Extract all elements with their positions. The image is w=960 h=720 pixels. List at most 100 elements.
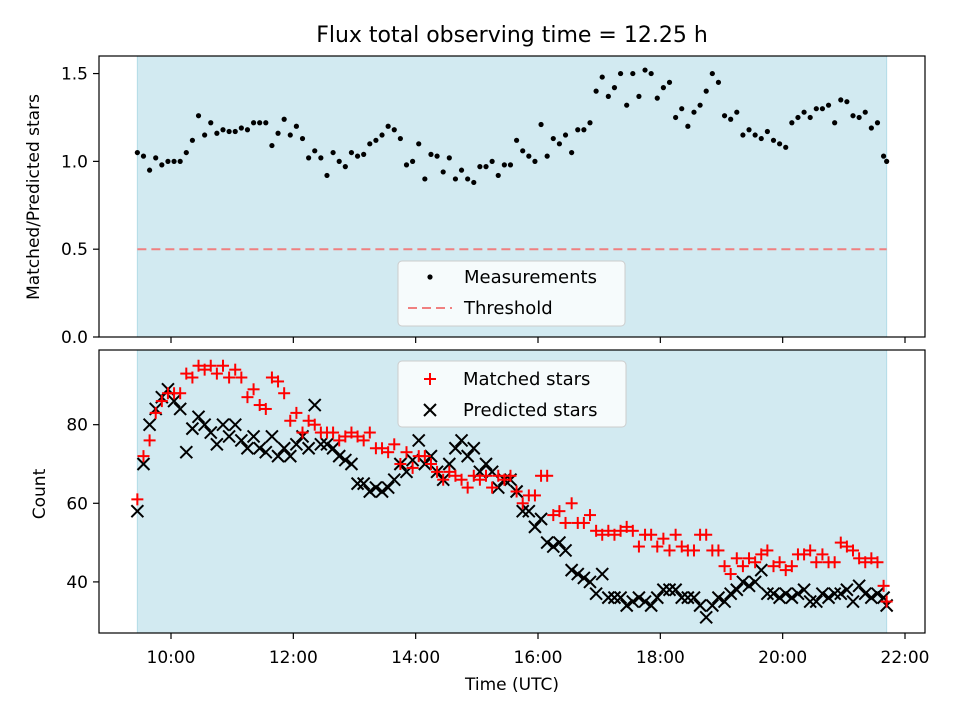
measurement-point xyxy=(691,109,697,115)
bottom-panel: 40 60 80 10:00 12:00 14:00 16:00 18:00 20:00 22:… xyxy=(30,349,930,695)
matched-star-point xyxy=(443,465,456,478)
matched-star-point xyxy=(327,426,340,439)
measurement-point xyxy=(526,153,532,159)
measurement-point xyxy=(324,172,330,179)
predicted-star-point xyxy=(240,441,255,455)
measurement-point xyxy=(581,127,587,133)
measurement-point xyxy=(244,127,251,133)
measurement-point xyxy=(171,158,177,164)
predicted-star-point xyxy=(766,586,781,601)
predicted-star-point xyxy=(662,583,677,597)
predicted-star-point xyxy=(577,571,591,585)
measurement-point xyxy=(862,109,868,115)
measurement-point xyxy=(770,137,777,143)
predicted-star-point xyxy=(412,433,426,448)
predicted-star-point xyxy=(858,586,872,601)
matched-star-point xyxy=(565,497,578,510)
predicted-star-point xyxy=(754,563,768,577)
measurement-point xyxy=(648,70,654,77)
x-tick-label: 12:00 xyxy=(269,648,318,668)
predicted-star-point xyxy=(130,504,145,518)
predicted-star-point xyxy=(369,480,383,495)
predicted-star-point xyxy=(815,586,830,601)
predicted-star-point xyxy=(705,598,720,613)
predicted-star-point xyxy=(589,586,603,601)
measurement-point xyxy=(703,88,709,94)
bottom-y-axis-label: Count xyxy=(30,468,50,519)
predicted-star-point xyxy=(301,441,316,455)
measurement-point xyxy=(367,141,373,147)
measurement-point xyxy=(299,135,306,142)
measurement-point xyxy=(336,158,342,164)
chart-title: Flux total observing time = 12.25 h xyxy=(316,23,708,48)
matched-star-point xyxy=(376,442,389,455)
matched-star-point xyxy=(724,568,737,581)
measurement-point xyxy=(416,141,422,147)
predicted-star-point xyxy=(418,457,432,471)
matched-star-point xyxy=(223,371,236,384)
predicted-star-point xyxy=(742,579,756,593)
predicted-star-point xyxy=(491,480,505,495)
measurement-point xyxy=(513,137,520,143)
measurement-point xyxy=(520,148,526,154)
matched-star-point xyxy=(198,363,211,376)
predicted-star-point xyxy=(338,453,353,467)
predicted-star-point xyxy=(142,417,157,432)
x-tick-label: 16:00 xyxy=(514,648,563,668)
bottom-plot-frame xyxy=(98,349,926,634)
matched-star-point xyxy=(718,560,731,573)
measurement-point xyxy=(801,109,807,115)
measurement-point xyxy=(819,106,826,112)
predicted-star-point xyxy=(846,594,860,609)
predicted-star-point xyxy=(522,504,536,518)
matched-star-point xyxy=(700,528,713,541)
predicted-star-point xyxy=(564,563,579,577)
matched-star-point xyxy=(137,450,150,463)
predicted-star-point xyxy=(222,429,236,444)
predicted-star-point xyxy=(834,586,848,601)
matched-star-point xyxy=(388,438,401,451)
matched-star-point xyxy=(504,469,517,482)
measurement-point xyxy=(146,167,153,173)
matched-star-point xyxy=(467,469,480,482)
predicted-star-point xyxy=(363,484,377,499)
matched-star-point xyxy=(216,359,229,372)
predicted-star-point xyxy=(442,457,457,471)
predicted-star-point xyxy=(344,457,359,471)
predicted-star-point xyxy=(797,583,811,597)
matched-star-point xyxy=(486,481,499,494)
measurement-point xyxy=(391,127,397,133)
predicted-star-point xyxy=(540,535,554,550)
matched-star-point xyxy=(186,371,199,384)
predicted-star-point xyxy=(595,567,609,581)
predicted-star-point xyxy=(779,586,793,601)
matched-star-point xyxy=(853,552,866,565)
predicted-star-point xyxy=(197,417,212,432)
measurement-point xyxy=(232,128,238,135)
measurement-point xyxy=(140,153,147,159)
x-axis-label: Time (UTC) xyxy=(464,675,559,695)
measurement-point xyxy=(789,120,795,126)
bottom-y-tick-label: 40 xyxy=(66,573,88,593)
matched-star-point xyxy=(785,560,798,573)
measurement-point xyxy=(874,120,881,126)
predicted-star-point xyxy=(252,441,267,455)
measurement-point xyxy=(465,176,471,182)
measurement-point xyxy=(250,120,257,126)
predicted-star-point xyxy=(460,449,475,463)
measurement-point xyxy=(850,113,856,119)
predicted-star-point xyxy=(467,441,481,455)
measurement-point xyxy=(434,153,440,159)
matched-star-point xyxy=(272,375,285,388)
matched-star-point xyxy=(180,367,193,380)
matched-star-point xyxy=(253,399,266,412)
predicted-star-point xyxy=(191,410,206,424)
matched-star-point xyxy=(265,371,278,384)
x-axis: 10:00 12:00 14:00 16:00 18:00 20:00 22:00 xyxy=(147,633,930,668)
matched-star-point xyxy=(400,446,413,459)
predicted-star-point xyxy=(216,417,230,432)
measurement-point xyxy=(685,123,691,129)
measurement-point xyxy=(318,155,324,161)
measurement-point xyxy=(214,130,220,136)
measurement-point xyxy=(562,132,569,138)
